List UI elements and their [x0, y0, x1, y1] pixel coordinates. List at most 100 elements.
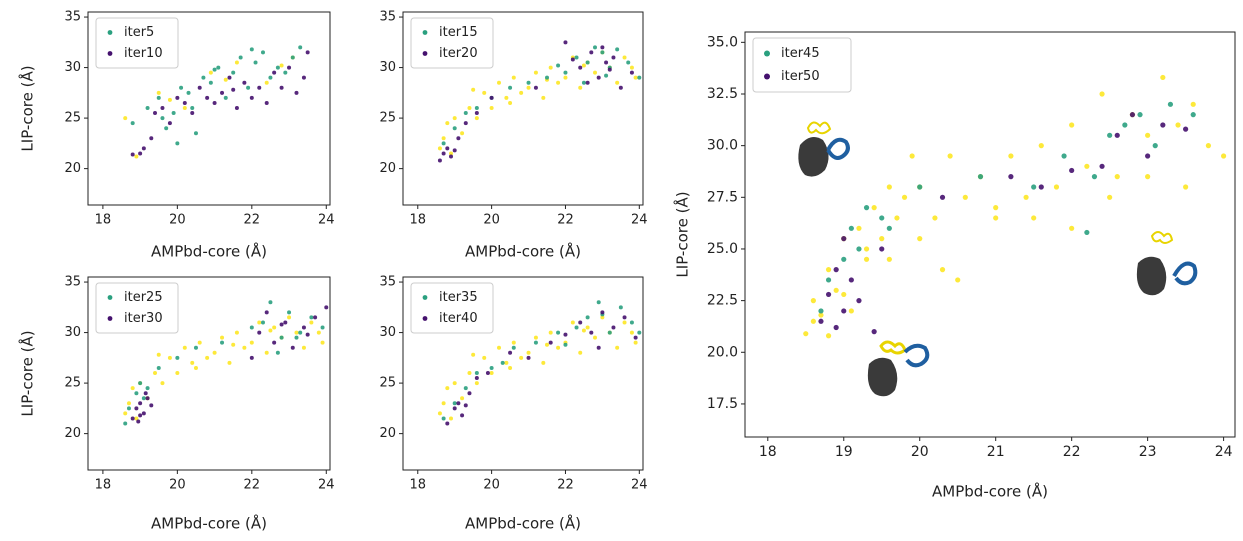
- x-tick-label: 20: [483, 478, 500, 493]
- point: [556, 345, 561, 350]
- point: [633, 340, 638, 345]
- point: [257, 85, 262, 90]
- point: [607, 67, 612, 72]
- point: [234, 330, 239, 335]
- point: [190, 105, 195, 110]
- y-tick-label: 35: [379, 275, 396, 290]
- axes-frame: [402, 11, 644, 206]
- point: [1183, 184, 1189, 190]
- point: [294, 335, 299, 340]
- y-tick-label: 25: [379, 376, 396, 391]
- x-tick-label: 22: [557, 213, 574, 228]
- point: [1008, 174, 1014, 180]
- point: [947, 153, 953, 159]
- x-tick-label: 22: [244, 213, 261, 228]
- point: [445, 386, 450, 391]
- point: [227, 75, 232, 80]
- point: [879, 246, 885, 252]
- point: [581, 328, 586, 333]
- point: [955, 277, 961, 283]
- point: [833, 267, 839, 273]
- point: [275, 65, 280, 70]
- point: [1129, 112, 1136, 118]
- point: [474, 381, 479, 386]
- panel: 18 20 22 24 20 25 30 35 AMPbd-core (Å) LIP-core (…: [18, 275, 335, 533]
- point: [504, 95, 509, 100]
- point: [818, 318, 824, 324]
- point: [287, 310, 292, 315]
- point: [600, 310, 605, 315]
- legend-marker: [764, 50, 770, 57]
- point: [556, 330, 561, 335]
- axes-frame: [744, 31, 1236, 438]
- point: [227, 360, 232, 365]
- point: [467, 105, 472, 110]
- x-axis-label: AMPbd-core (Å): [151, 514, 267, 533]
- point: [175, 355, 180, 360]
- point: [574, 55, 579, 60]
- y-tick-label: 25: [379, 111, 396, 126]
- points: [123, 300, 329, 426]
- point: [548, 65, 553, 70]
- x-tick-label: 18: [95, 478, 112, 493]
- point: [134, 416, 139, 421]
- point: [556, 80, 561, 85]
- point: [863, 205, 870, 211]
- point: [449, 416, 453, 421]
- point: [1091, 174, 1098, 180]
- point: [212, 350, 217, 355]
- point: [186, 90, 191, 95]
- point: [474, 370, 479, 375]
- x-tick-label: 24: [1215, 444, 1233, 460]
- point: [246, 85, 251, 90]
- point: [1152, 143, 1158, 149]
- point: [500, 360, 505, 365]
- point: [545, 75, 549, 80]
- point: [167, 121, 172, 126]
- point: [593, 45, 597, 50]
- point: [249, 325, 254, 330]
- x-tick-label: 18: [409, 478, 426, 493]
- point: [1084, 229, 1090, 236]
- point: [445, 146, 450, 151]
- point: [600, 315, 605, 320]
- point: [441, 401, 446, 406]
- point: [1190, 101, 1196, 107]
- point: [279, 335, 284, 340]
- y-tick-label: 30: [64, 60, 81, 75]
- point: [533, 70, 538, 75]
- point: [452, 401, 457, 406]
- axes-frame: [87, 11, 331, 206]
- point: [294, 330, 299, 335]
- point: [249, 340, 254, 345]
- point: [212, 100, 217, 105]
- point: [841, 291, 847, 298]
- point: [570, 57, 575, 62]
- point: [1160, 74, 1166, 81]
- point: [138, 413, 143, 418]
- x-tick-label: 20: [911, 444, 929, 460]
- point: [1107, 194, 1113, 200]
- point: [618, 85, 623, 90]
- point: [242, 80, 247, 85]
- point: [482, 90, 487, 95]
- point: [445, 121, 450, 126]
- point: [596, 345, 601, 350]
- point: [287, 315, 292, 320]
- point: [563, 342, 568, 347]
- point: [234, 105, 239, 110]
- point: [848, 225, 854, 231]
- x-tick-label: 18: [759, 444, 777, 460]
- y-tick-label: 20: [379, 161, 396, 176]
- x-tick-label: 23: [1139, 444, 1157, 460]
- point: [123, 411, 128, 416]
- point: [456, 401, 461, 406]
- point: [313, 315, 318, 320]
- point: [615, 80, 620, 85]
- point: [231, 342, 236, 347]
- point: [600, 45, 605, 50]
- legend-label: iter35: [439, 290, 478, 305]
- point: [179, 85, 184, 90]
- point: [548, 330, 553, 335]
